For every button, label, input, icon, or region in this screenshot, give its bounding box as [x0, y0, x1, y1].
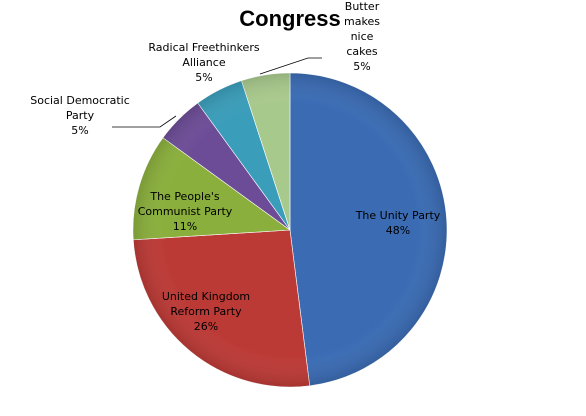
chart-title: Congress [239, 6, 340, 31]
slice-name-line: The Unity Party [355, 209, 441, 222]
slice-label: Social Democratic Party 5% [30, 94, 130, 137]
slice-name-line: Radical Freethinkers [148, 41, 259, 54]
slice-name-line: Party [66, 109, 95, 122]
slice-percent: 5% [71, 124, 88, 137]
slice-name-line: Communist Party [138, 205, 233, 218]
slice-name-line: cakes [346, 45, 378, 58]
slice-name-line: Alliance [182, 56, 225, 69]
slice-name-line: nice [351, 30, 374, 43]
slice-label: The Unity Party 48% [355, 209, 441, 237]
slice-percent: 48% [386, 224, 410, 237]
slice-label: Radical Freethinkers Alliance 5% [148, 41, 259, 84]
leader-line [259, 57, 322, 75]
slice-name-line: makes [344, 15, 380, 28]
pie-shading [133, 73, 447, 387]
slice-percent: 11% [173, 220, 197, 233]
slice-percent: 5% [353, 60, 370, 73]
slice-name-line: The People's [149, 190, 220, 203]
slice-name-line: Reform Party [170, 305, 242, 318]
slice-name-line: Social Democratic [30, 94, 130, 107]
slice-percent: 5% [195, 71, 212, 84]
slice-label: United Kingdom Reform Party 26% [162, 290, 250, 333]
slice-name-line: United Kingdom [162, 290, 250, 303]
slice-label: Butter makes nice cakes 5% [344, 0, 380, 73]
slice-label: The People's Communist Party 11% [138, 190, 233, 233]
slice-name-line: Butter [345, 0, 380, 13]
slice-percent: 26% [194, 320, 218, 333]
leader-line [112, 115, 177, 128]
